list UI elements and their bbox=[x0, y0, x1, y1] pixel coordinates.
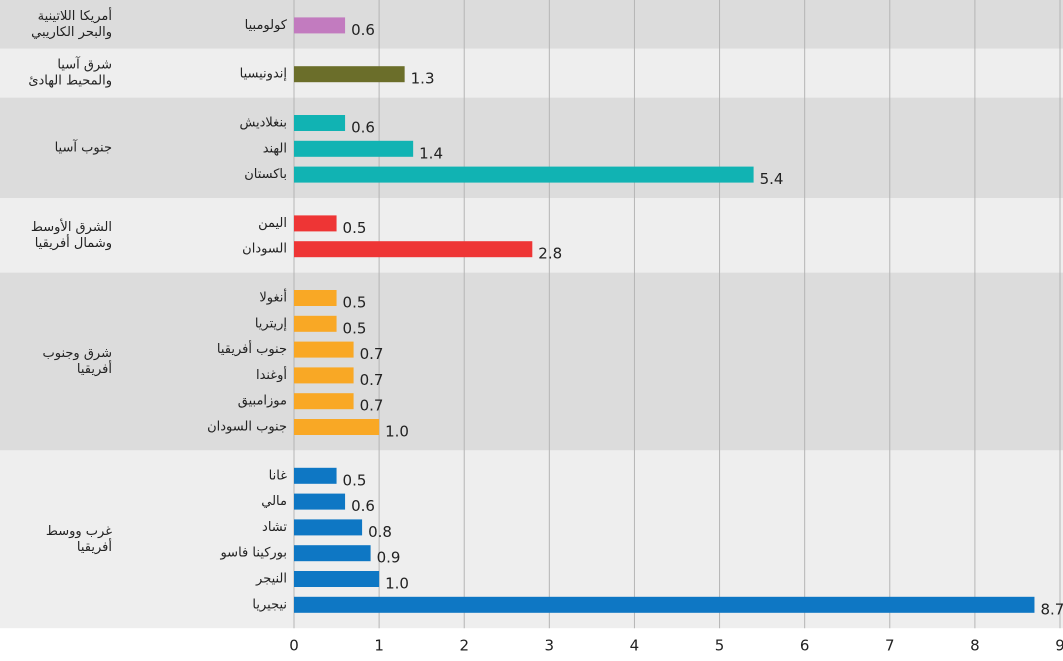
region-band bbox=[0, 0, 1063, 49]
region-label: غرب ووسط bbox=[46, 524, 112, 539]
x-tick-label: 4 bbox=[630, 637, 640, 655]
value-label: 0.7 bbox=[360, 345, 384, 363]
category-label: اليمن bbox=[258, 216, 287, 231]
value-label: 1.0 bbox=[385, 423, 409, 441]
region-label: شرق وجنوب bbox=[43, 346, 112, 361]
value-label: 0.7 bbox=[360, 397, 384, 415]
category-label: نيجيريا bbox=[252, 597, 287, 612]
region-label: أمريكا اللاتينية bbox=[38, 7, 112, 24]
value-label: 0.6 bbox=[351, 119, 375, 137]
category-label: بوركينا فاسو bbox=[219, 546, 287, 561]
value-label: 0.8 bbox=[368, 523, 392, 541]
value-label: 1.3 bbox=[411, 70, 435, 88]
x-tick-label: 5 bbox=[715, 637, 725, 655]
value-label: 0.5 bbox=[343, 471, 367, 489]
x-tick-label: 8 bbox=[970, 637, 980, 655]
region-band bbox=[0, 198, 1063, 273]
value-label: 1.0 bbox=[385, 575, 409, 593]
bar bbox=[294, 519, 363, 536]
region-label: والبحر الكاريبي bbox=[31, 25, 112, 40]
region-label: أفريقيا bbox=[77, 360, 112, 377]
category-label: موزامبيق bbox=[238, 394, 287, 409]
value-label: 8.7 bbox=[1040, 600, 1063, 618]
region-label: وشمال أفريقيا bbox=[35, 234, 112, 251]
value-label: 1.4 bbox=[419, 144, 443, 162]
category-label: مالي bbox=[261, 494, 287, 509]
category-label: النيجر bbox=[255, 572, 287, 587]
bar bbox=[294, 166, 754, 183]
category-label: أنغولا bbox=[259, 289, 287, 306]
bar bbox=[294, 215, 337, 232]
bar bbox=[294, 341, 354, 358]
bar bbox=[294, 419, 380, 435]
category-label: باكستان bbox=[244, 167, 287, 182]
bar bbox=[294, 17, 346, 34]
x-tick-label: 7 bbox=[885, 637, 895, 655]
x-tick-label: 6 bbox=[800, 637, 810, 655]
category-label: جنوب أفريقيا bbox=[217, 340, 287, 357]
region-label: والمحيط الهادئ bbox=[28, 74, 112, 89]
category-label: إريتريا bbox=[255, 316, 287, 331]
x-tick-label: 2 bbox=[459, 637, 469, 655]
bar bbox=[294, 140, 414, 157]
bar bbox=[294, 493, 346, 510]
value-label: 0.5 bbox=[343, 319, 367, 337]
bar bbox=[294, 596, 1035, 613]
x-tick-label: 1 bbox=[374, 637, 384, 655]
bar bbox=[294, 115, 346, 131]
value-label: 0.9 bbox=[377, 549, 401, 567]
bar bbox=[294, 241, 533, 258]
bar bbox=[294, 467, 337, 484]
value-label: 5.4 bbox=[760, 170, 784, 188]
value-label: 0.7 bbox=[360, 371, 384, 389]
region-band bbox=[0, 272, 1063, 451]
bar bbox=[294, 367, 354, 384]
bar bbox=[294, 315, 337, 332]
category-label: كولومبيا bbox=[245, 18, 288, 33]
category-label: غانا bbox=[269, 468, 288, 483]
region-label: شرق آسيا bbox=[57, 56, 112, 73]
region-label: أفريقيا bbox=[77, 538, 112, 555]
bar bbox=[294, 66, 405, 83]
category-label: الهند bbox=[263, 141, 287, 156]
x-tick-label: 9 bbox=[1055, 637, 1063, 655]
region-band bbox=[0, 48, 1063, 98]
category-label: إندونيسيا bbox=[240, 67, 287, 82]
value-label: 0.6 bbox=[351, 497, 375, 515]
category-label: جنوب السودان bbox=[207, 420, 287, 435]
value-label: 0.5 bbox=[343, 219, 367, 237]
value-label: 2.8 bbox=[538, 245, 562, 263]
category-label: السودان bbox=[242, 242, 287, 257]
bar bbox=[294, 290, 337, 306]
x-tick-label: 3 bbox=[545, 637, 555, 655]
value-label: 0.6 bbox=[351, 21, 375, 39]
category-label: تشاد bbox=[262, 520, 287, 535]
region-band bbox=[0, 97, 1063, 198]
region-label: جنوب آسيا bbox=[55, 138, 112, 155]
x-tick-label: 0 bbox=[289, 637, 299, 655]
value-label: 0.5 bbox=[343, 294, 367, 312]
bar bbox=[294, 393, 354, 410]
region-label: الشرق الأوسط bbox=[31, 218, 112, 235]
category-label: بنغلاديش bbox=[239, 116, 287, 131]
bar bbox=[294, 571, 380, 587]
category-label: أوغندا bbox=[256, 366, 287, 383]
bar bbox=[294, 545, 371, 562]
